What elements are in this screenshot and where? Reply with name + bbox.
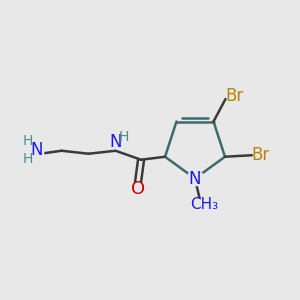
- Bar: [109, 136, 122, 148]
- Text: Br: Br: [252, 146, 270, 164]
- Bar: [132, 183, 144, 194]
- Bar: [24, 154, 31, 163]
- Bar: [195, 199, 213, 210]
- Bar: [189, 173, 201, 184]
- Text: N: N: [109, 133, 122, 151]
- Text: CH₃: CH₃: [190, 197, 218, 212]
- Bar: [120, 133, 128, 142]
- Bar: [24, 137, 31, 145]
- Bar: [109, 136, 122, 148]
- Text: N: N: [189, 169, 201, 188]
- Bar: [31, 144, 43, 156]
- Text: H: H: [119, 130, 129, 144]
- Text: H: H: [22, 152, 32, 166]
- Text: N: N: [31, 141, 43, 159]
- Bar: [188, 172, 202, 184]
- Text: Br: Br: [225, 87, 244, 105]
- Bar: [29, 145, 43, 157]
- Text: O: O: [131, 180, 145, 198]
- Text: H: H: [22, 134, 32, 148]
